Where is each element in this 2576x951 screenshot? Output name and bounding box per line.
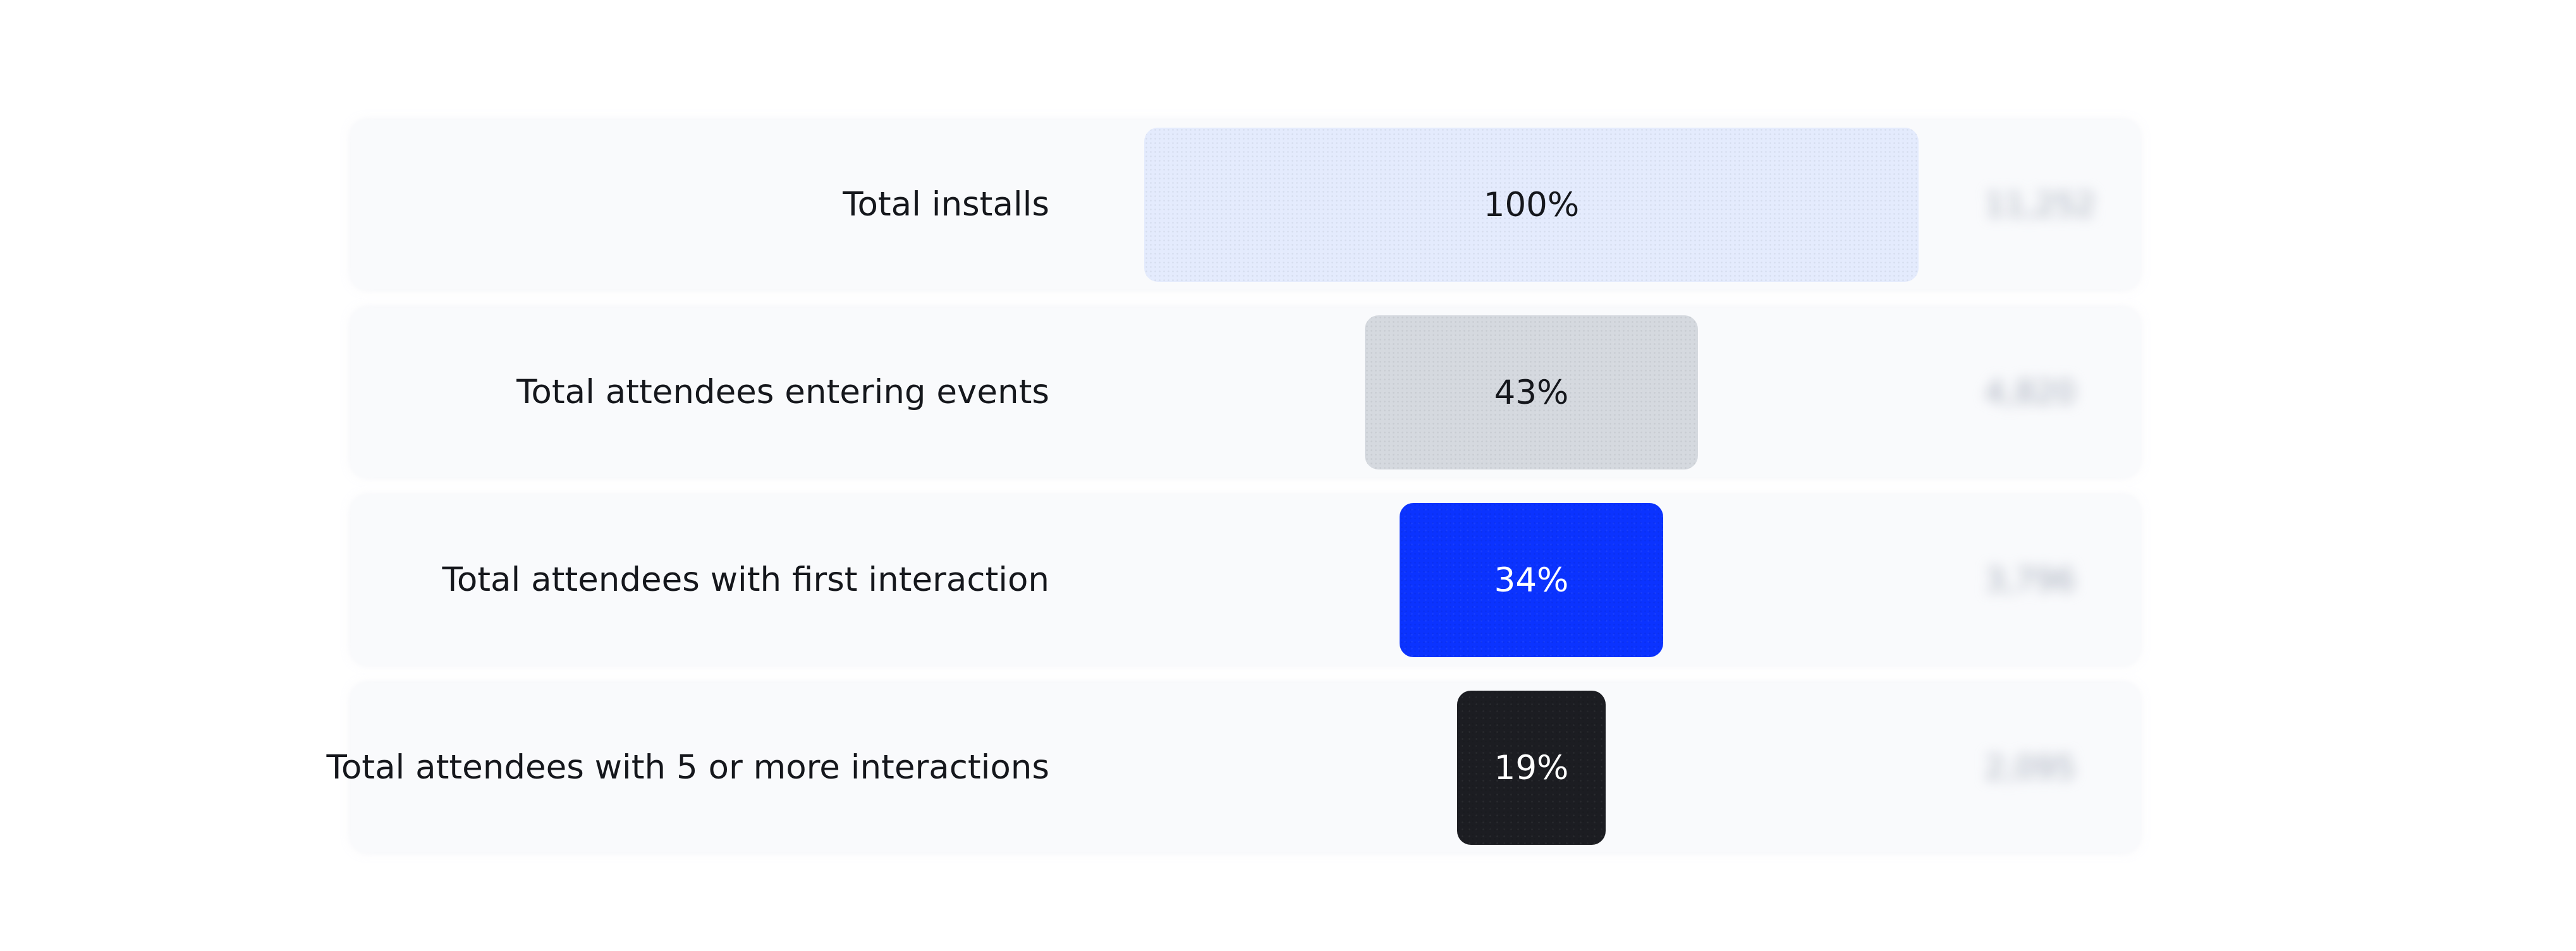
funnel-row: Total installs 100% 11,252 bbox=[351, 120, 2140, 289]
funnel-row: Total attendees entering events 43% 4,820 bbox=[351, 308, 2140, 477]
funnel-bar: 19% bbox=[1457, 691, 1606, 845]
bar-texture bbox=[1144, 128, 1919, 282]
funnel-chart: Total installs 100% 11,252 Total attendees … bbox=[327, 120, 2140, 871]
funnel-count-value: 2,095 bbox=[1985, 749, 2076, 786]
funnel-percent-label: 34% bbox=[1494, 560, 1569, 600]
bar-texture bbox=[1457, 691, 1606, 845]
funnel-stage-label: Total attendees with first interaction bbox=[442, 560, 1049, 599]
funnel-bar: 100% bbox=[1144, 128, 1919, 282]
funnel-row: Total attendees with first interaction 34… bbox=[351, 495, 2140, 665]
funnel-percent-label: 43% bbox=[1494, 373, 1569, 412]
bar-texture bbox=[1400, 503, 1663, 657]
funnel-bar-track: 19% bbox=[1144, 691, 1919, 845]
bar-texture bbox=[1365, 315, 1698, 469]
funnel-bar-track: 100% bbox=[1144, 128, 1919, 282]
funnel-bar: 34% bbox=[1400, 503, 1663, 657]
funnel-count-value: 4,820 bbox=[1985, 374, 2076, 411]
funnel-stage-label: Total attendees entering events bbox=[516, 373, 1049, 411]
funnel-count-value: 3,796 bbox=[1985, 562, 2076, 598]
funnel-percent-label: 19% bbox=[1494, 748, 1569, 787]
funnel-count-value: 11,252 bbox=[1985, 186, 2096, 223]
funnel-bar-track: 43% bbox=[1144, 315, 1919, 469]
funnel-row: Total attendees with 5 or more interacti… bbox=[327, 683, 2140, 852]
funnel-bar-track: 34% bbox=[1144, 503, 1919, 657]
funnel-stage-label: Total attendees with 5 or more interacti… bbox=[326, 748, 1050, 787]
funnel-bar: 43% bbox=[1365, 315, 1698, 469]
funnel-stage-label: Total installs bbox=[843, 185, 1049, 224]
funnel-percent-label: 100% bbox=[1483, 185, 1580, 224]
